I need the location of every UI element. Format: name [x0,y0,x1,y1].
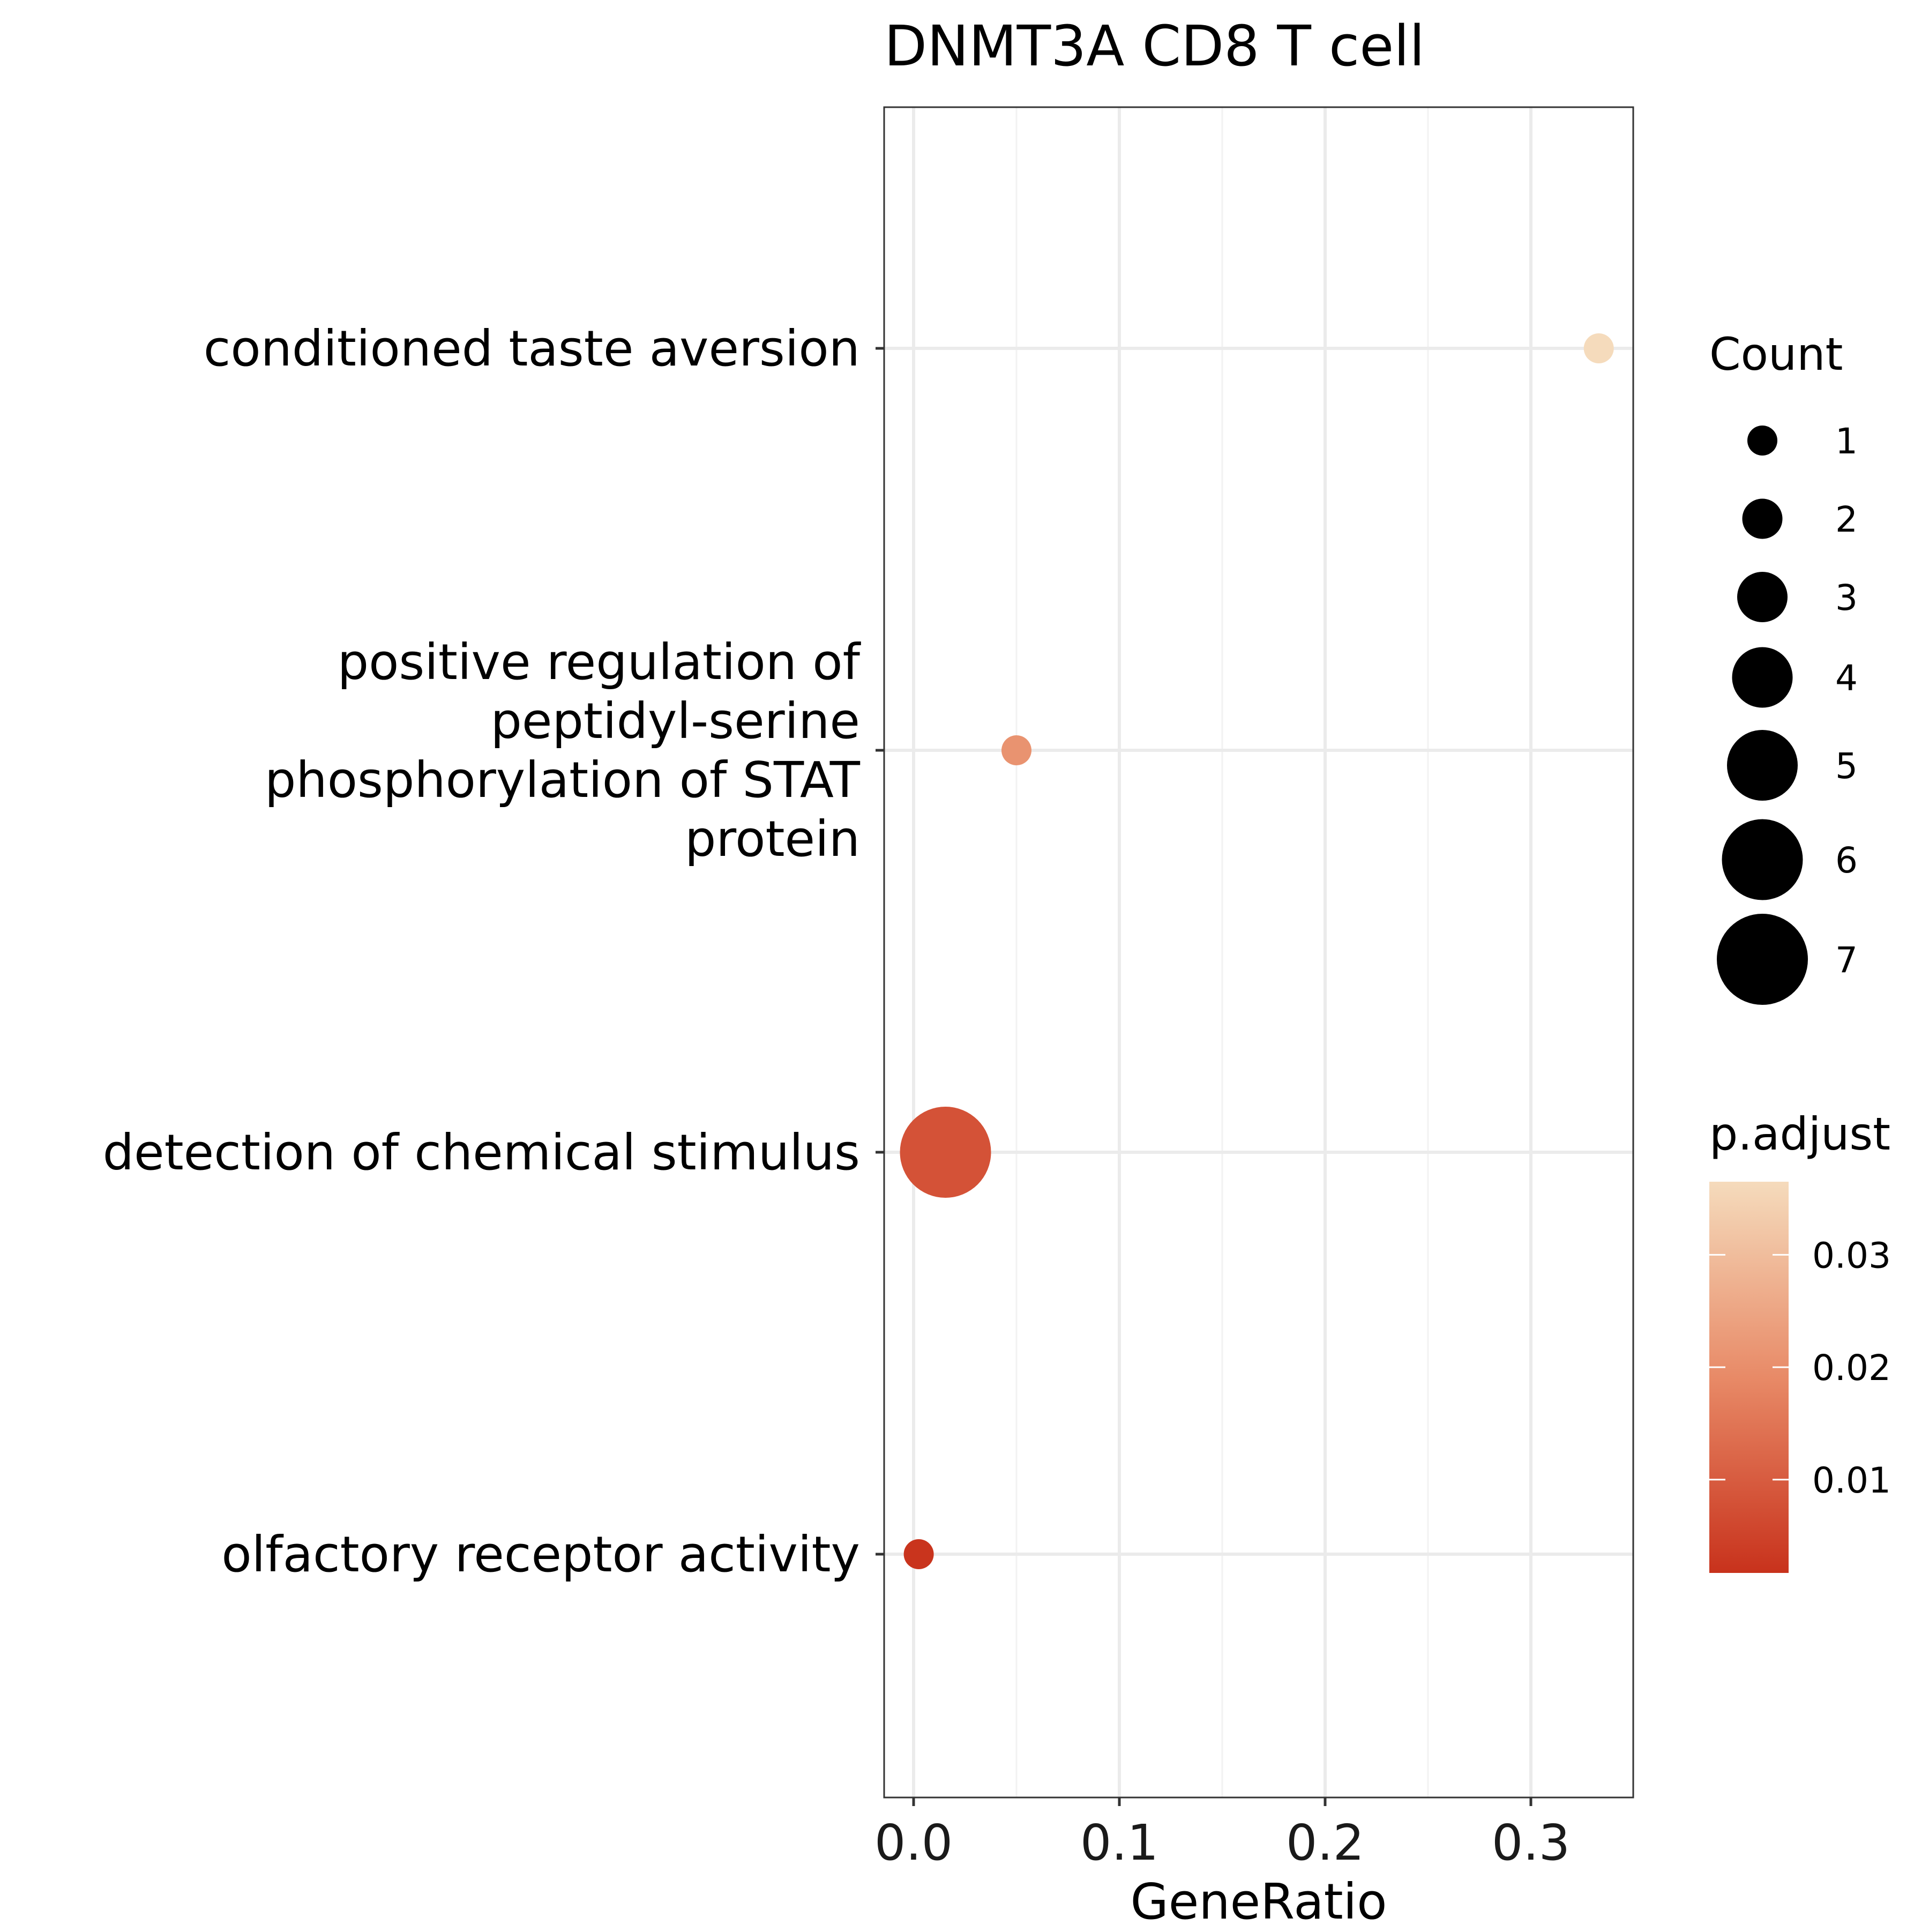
x-tick-label: 0.1 [1080,1814,1158,1871]
size-legend-label: 4 [1835,658,1858,699]
data-point [1001,735,1031,765]
y-tick-label: conditioned taste aversion [204,320,860,377]
x-tick-label: 0.0 [874,1814,953,1871]
size-legend-label: 7 [1835,939,1858,981]
plot-panel-border [883,106,1634,1799]
size-legend-label: 3 [1835,577,1858,618]
size-legend-label: 1 [1835,421,1858,462]
size-legend-key [1737,572,1788,622]
y-tick-label: olfactory receptor activity [221,1526,860,1583]
y-tick-label: peptidyl-serine [491,692,860,750]
data-point [903,1539,934,1569]
y-tick-label: phosphorylation of STAT [265,751,861,809]
size-legend-label: 2 [1835,499,1858,540]
grid-layer [884,107,1633,1797]
points-layer [900,333,1614,1569]
size-legend-key [1727,730,1798,801]
x-tick-label: 0.2 [1286,1814,1364,1871]
data-point [1583,333,1614,363]
x-axis-title: GeneRatio [1130,1873,1387,1929]
color-legend-label: 0.02 [1812,1347,1891,1389]
color-legend-colorbar [1709,1182,1789,1573]
color-legend-label: 0.01 [1812,1460,1891,1501]
size-legend: Count 1 2 3 4 5 6 7 [1709,328,1858,1005]
y-tick-label: positive regulation of [338,633,862,691]
chart-title: DNMT3A CD8 T cell [884,13,1425,79]
x-axis: 0.0 0.1 0.2 0.3 [874,1797,1570,1871]
size-legend-key [1747,426,1777,456]
data-point [900,1107,991,1198]
size-legend-label: 5 [1835,745,1858,787]
size-legend-key [1717,914,1808,1005]
size-legend-label: 6 [1835,840,1858,881]
y-tick-label: protein [685,810,860,868]
color-legend-title: p.adjust [1709,1108,1890,1160]
plot-panel-background [884,107,1633,1797]
color-legend-label: 0.03 [1812,1235,1891,1276]
color-legend-ticks: 0.01 0.02 0.03 [1709,1235,1891,1501]
y-tick-label: detection of chemical stimulus [103,1124,860,1181]
size-legend-items: 1 2 3 4 5 6 7 [1717,421,1858,1005]
size-legend-key [1742,498,1783,539]
y-axis: conditioned taste aversion positive regul… [103,320,884,1583]
size-legend-key [1732,647,1793,708]
x-tick-label: 0.3 [1492,1814,1570,1871]
color-legend: p.adjust 0.01 0.02 0.03 [1709,1108,1891,1573]
size-legend-key [1722,819,1803,900]
size-legend-title: Count [1709,328,1843,381]
